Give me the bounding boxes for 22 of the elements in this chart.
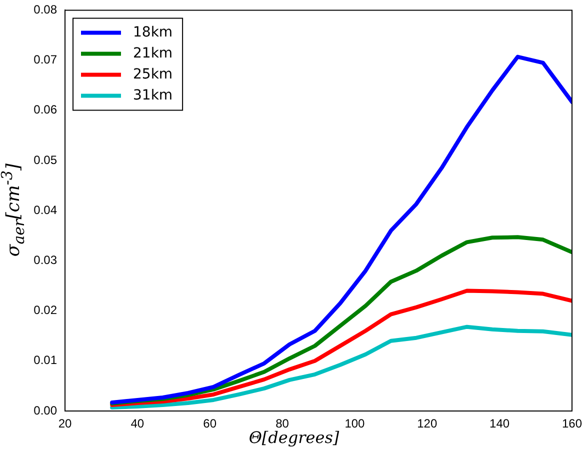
x-tick-label: 20 (58, 416, 72, 431)
x-axis-title: Θ[degrees] (248, 428, 340, 447)
x-tick-label: 40 (130, 416, 144, 431)
x-tick-label: 100 (344, 416, 366, 431)
x-tick-label: 160 (562, 416, 582, 431)
y-tick-label: 0.05 (34, 152, 58, 167)
x-tick-label: 60 (203, 416, 217, 431)
legend-label: 21km (133, 45, 173, 62)
y-tick-label: 0.08 (34, 2, 58, 17)
y-tick-label: 0.04 (34, 202, 58, 217)
x-tick-label: 80 (276, 416, 290, 431)
y-tick-label: 0.03 (34, 253, 58, 268)
x-tick-label: 140 (490, 416, 510, 431)
y-tick-label: 0.01 (34, 353, 58, 368)
x-tick-label: 120 (417, 416, 438, 431)
y-tick-label: 0.02 (34, 303, 58, 318)
legend-label: 18km (133, 24, 173, 40)
legend-label: 31km (133, 87, 173, 104)
y-tick-label: 0.00 (34, 403, 58, 418)
y-tick-label: 0.07 (34, 52, 58, 67)
legend-label: 25km (133, 66, 173, 82)
y-tick-label: 0.06 (34, 102, 58, 117)
